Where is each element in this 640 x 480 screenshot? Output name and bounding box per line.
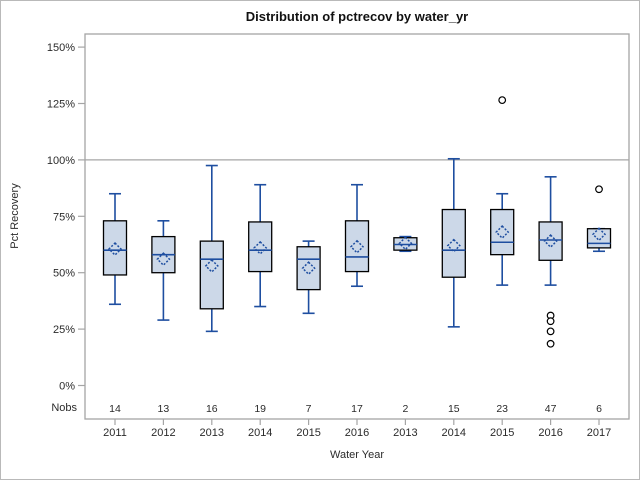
outlier-point [546,317,555,326]
x-axis-label: Water Year [329,449,384,461]
box-group-2015-n7 [296,240,321,315]
outlier-point [546,339,555,348]
nobs-value: 2 [402,403,408,415]
x-axis-tick-label: 2013 [393,427,417,439]
nobs-value: 15 [448,403,460,415]
iqr-box [586,228,612,249]
iqr-box [344,220,370,273]
nobs-value: 14 [109,403,121,415]
nobs-value: 7 [306,403,312,415]
x-axis-tick-label: 2015 [490,427,514,439]
y-axis-tick-label: 0% [59,381,75,393]
nobs-value: 6 [596,403,602,415]
y-axis-tick-label: 50% [53,268,75,280]
x-axis-tick-label: 2013 [200,427,224,439]
box-group-2013-n2 [393,235,418,253]
y-axis-tick-label: 75% [53,211,75,223]
nobs-value: 23 [496,403,508,415]
y-axis-tick-label: 100% [47,155,75,167]
box-group-2015-n23 [490,96,515,286]
outlier-point [595,185,603,194]
nobs-value: 16 [206,403,218,415]
iqr-box [490,208,515,256]
nobs-row-label: Nobs [51,402,77,414]
box-group-2012-n13 [151,220,176,321]
y-axis-tick-label: 125% [47,99,75,111]
box-group-2014-n19 [248,183,273,308]
box-group-2013-n16 [199,164,224,333]
box-group-2014-n15 [441,157,466,328]
nobs-value: 13 [158,403,170,415]
x-axis-tick-label: 2016 [345,427,369,439]
x-axis-tick-label: 2011 [103,427,127,439]
nobs-value: 19 [254,403,266,415]
outlier-point [546,327,555,336]
box-group-2011-n14 [102,192,128,306]
x-axis-tick-label: 2016 [538,427,562,439]
box-group-2016-n47 [538,176,563,348]
box-group-2017-n6 [586,185,612,253]
x-axis-tick-label: 2014 [442,427,466,439]
y-axis-tick-label: 25% [53,324,75,336]
x-axis-tick-label: 2012 [151,427,175,439]
x-axis-tick-label: 2015 [296,427,320,439]
iqr-box [538,221,563,261]
iqr-box [199,240,224,310]
iqr-box [248,221,273,273]
y-axis-tick-label: 150% [47,42,75,54]
box-group-2016-n17 [344,183,370,288]
nobs-value: 17 [351,403,363,415]
chart-title: Distribution of pctrecov by water_yr [245,9,469,24]
plot-frame [84,33,630,420]
iqr-box [296,246,321,291]
nobs-value: 47 [545,403,557,415]
iqr-box [441,208,466,278]
x-axis-tick-label: 2014 [248,427,272,439]
x-axis-tick-label: 2017 [587,427,611,439]
iqr-box [102,220,128,276]
y-axis-label: Pct Recovery [9,183,21,249]
outlier-point [498,96,507,105]
